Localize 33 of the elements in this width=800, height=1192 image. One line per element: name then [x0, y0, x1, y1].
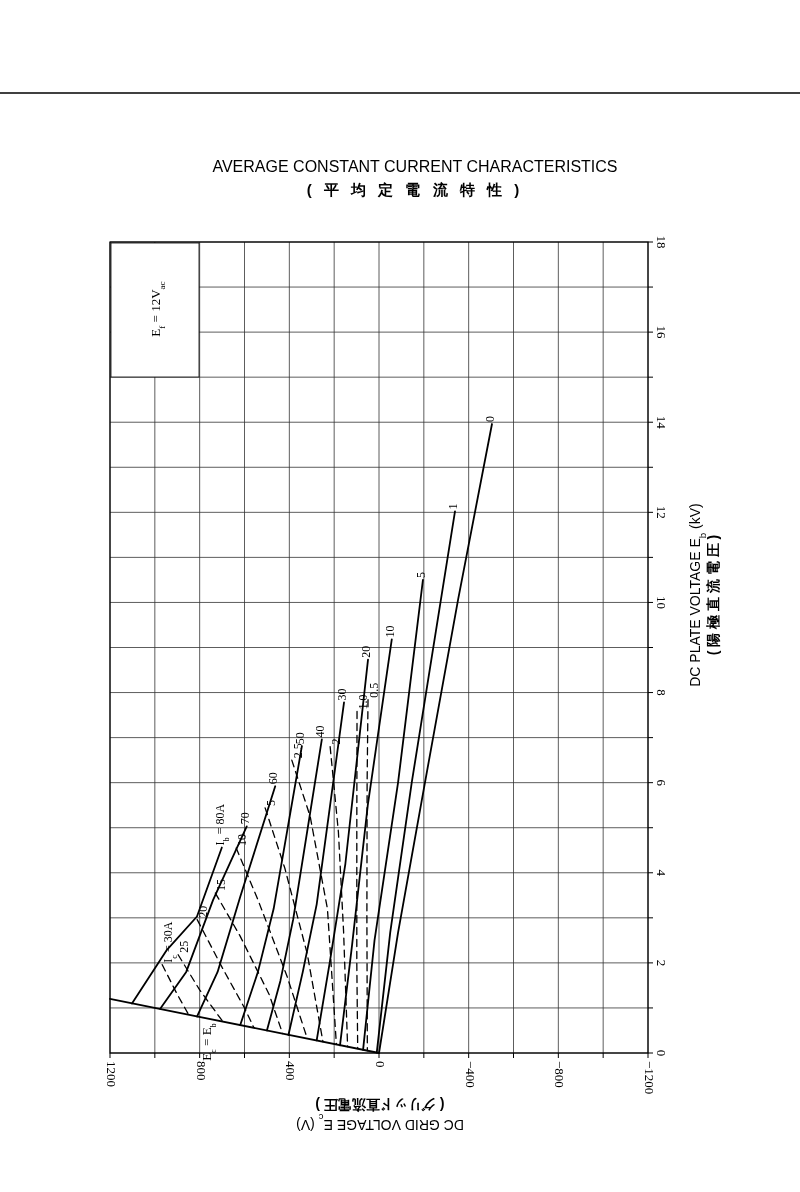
- y-tick-label: 14: [654, 415, 670, 430]
- text: 30: [335, 688, 350, 701]
- text: 10: [382, 625, 397, 638]
- text: 25: [177, 940, 192, 953]
- y-tick-label: 4: [654, 869, 670, 877]
- text: 5: [264, 799, 279, 806]
- text: 0: [482, 416, 497, 423]
- text: 2: [329, 738, 344, 745]
- y-tick-label: 12: [654, 505, 670, 519]
- y-tick-label: 0: [654, 1049, 670, 1057]
- y-tick-label: 8: [654, 689, 670, 696]
- x-tick-label: 0: [373, 1061, 389, 1068]
- text: 40: [312, 725, 327, 738]
- x-tick-label: −400: [462, 1061, 478, 1088]
- text: 50: [292, 732, 307, 745]
- x-tick-label: −800: [552, 1061, 568, 1088]
- y-tick-label: 18: [654, 235, 670, 249]
- text: 20: [359, 645, 374, 658]
- text: 60: [266, 772, 281, 785]
- chart-subtitle: ( 平 均 定 電 流 特 性 ): [306, 181, 524, 198]
- x-tick-label: 800: [193, 1061, 209, 1081]
- x-tick-label: 1200: [104, 1061, 120, 1087]
- text: 1: [445, 503, 460, 510]
- text: 70: [237, 812, 252, 825]
- y-tick-label: 6: [654, 779, 670, 787]
- text: 5: [413, 571, 428, 578]
- y-tick-label: 10: [654, 595, 670, 609]
- text: 0.5: [367, 682, 382, 698]
- chart-title: AVERAGE CONSTANT CURRENT CHARACTERISTICS: [212, 158, 618, 175]
- y-tick-label: 2: [654, 959, 670, 967]
- y-tick-label: 16: [654, 325, 670, 340]
- x-tick-label: 400: [283, 1061, 299, 1081]
- x-tick-label: −1200: [642, 1061, 658, 1095]
